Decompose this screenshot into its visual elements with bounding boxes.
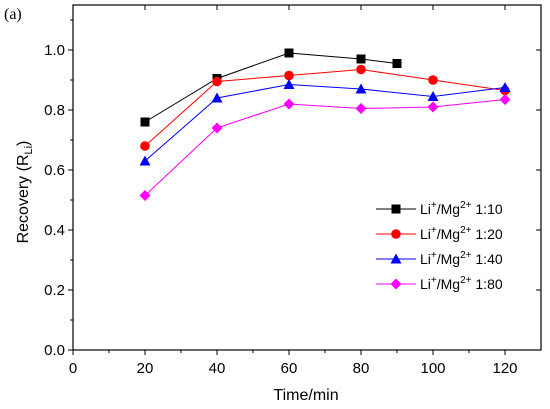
y-tick-label: 1.0: [44, 42, 65, 59]
data-point-3: [355, 103, 367, 114]
x-axis-title: Time/min: [273, 387, 338, 404]
x-tick-label: 20: [137, 360, 154, 377]
data-point-3: [211, 122, 223, 134]
plot-area: [72, 4, 542, 351]
y-tick-label: 0.4: [44, 222, 65, 239]
data-point-1: [212, 76, 222, 87]
x-tick-label: 80: [353, 360, 370, 377]
y-axis-title-sub: Li: [23, 146, 35, 155]
series-line-3: [144, 99, 506, 196]
legend-label-1: Li+/Mg2+ 1:20: [420, 225, 503, 242]
y-axis-title-main: Recovery (R: [15, 154, 32, 243]
y-tick-label: 0.6: [44, 162, 65, 179]
x-tick-label: 100: [420, 360, 445, 377]
data-point-2: [499, 82, 511, 92]
y-tick-label: 0.0: [44, 342, 65, 359]
data-point-3: [499, 94, 511, 105]
data-point-2: [139, 155, 151, 166]
data-point-0: [356, 54, 366, 64]
data-point-0: [392, 59, 402, 68]
x-tick-label: 40: [209, 360, 226, 377]
data-point-1: [356, 64, 366, 75]
series-line-1: [144, 68, 506, 147]
data-point-1: [284, 70, 294, 81]
legend-label-0: Li+/Mg2+ 1:10: [420, 200, 503, 217]
data-point-3: [427, 101, 439, 113]
x-tick-label: 0: [69, 360, 77, 377]
data-point-3: [283, 98, 295, 110]
series-group: [139, 48, 511, 201]
legend: Li+/Mg2+ 1:10 Li+/Mg2+ 1:20 Li+/Mg2+ 1:40 L…: [376, 200, 503, 292]
data-point-0: [284, 48, 294, 58]
y-tick-label: 0.8: [44, 102, 65, 119]
panel-label: (a): [4, 6, 22, 23]
axis-ticks: 0 20 40 60 80 100 120 0.0 0.2 0.4 0.6 0.8 1.0: [44, 5, 541, 377]
data-point-0: [140, 117, 150, 127]
legend-marker-1: [391, 229, 401, 239]
data-point-2: [427, 91, 439, 101]
x-tick-label: 60: [281, 360, 298, 377]
data-point-3: [139, 190, 151, 201]
data-point-1: [140, 141, 150, 151]
data-point-2: [211, 92, 223, 103]
legend-marker-2: [390, 253, 402, 264]
legend-marker-3: [390, 278, 402, 290]
data-point-2: [283, 79, 295, 89]
plot-frame: [72, 4, 542, 351]
legend-label-2: Li+/Mg2+ 1:40: [420, 250, 503, 267]
legend-label-3: Li+/Mg2+ 1:80: [420, 275, 503, 292]
y-axis-title: Recovery (RLi): [15, 141, 35, 244]
x-tick-label: 120: [492, 360, 517, 377]
legend-marker-0: [391, 204, 401, 214]
data-point-1: [428, 75, 438, 85]
data-point-2: [355, 83, 367, 94]
y-axis-title-end: ): [15, 141, 32, 146]
y-tick-label: 0.2: [44, 282, 65, 299]
series-line-2: [144, 83, 506, 162]
